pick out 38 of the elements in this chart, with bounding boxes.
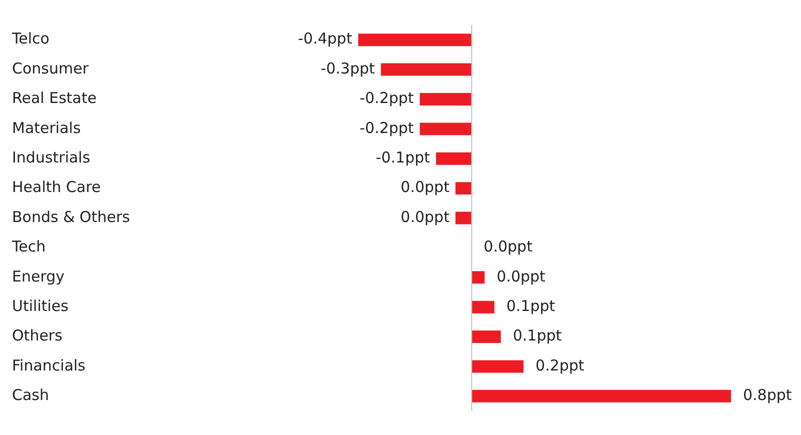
data-label: 0.8ppt — [743, 386, 792, 404]
y-tick-label: Materials — [12, 118, 81, 137]
data-label: -0.2ppt — [360, 89, 414, 108]
y-tick-label: Cash — [12, 386, 49, 404]
bar — [420, 122, 472, 136]
y-tick-label: Financials — [12, 356, 86, 374]
y-tick-label: Others — [12, 326, 63, 345]
bar — [455, 212, 472, 224]
bar — [472, 330, 501, 344]
data-label: 0.0ppt — [400, 208, 450, 226]
data-label: -0.3ppt — [320, 59, 376, 78]
data-label: -0.1ppt — [376, 148, 430, 167]
bar — [436, 152, 472, 165]
y-tick-label: Bonds & Others — [12, 208, 130, 226]
bar — [472, 300, 494, 314]
y-tick-label: Consumer — [12, 59, 90, 78]
y-tick-label: Real Estate — [12, 89, 97, 108]
y-tick-label: Industrials — [12, 148, 90, 167]
data-label: 0.0ppt — [496, 267, 546, 286]
data-label: 0.0ppt — [400, 178, 450, 196]
data-label: 0.1ppt — [512, 326, 562, 345]
bar — [380, 63, 472, 76]
data-label: 0.0ppt — [484, 238, 533, 256]
y-tick-label: Utilities — [12, 296, 69, 315]
y-tick-label: Energy — [12, 267, 65, 286]
y-tick-label: Health Care — [12, 178, 101, 196]
bar — [455, 182, 472, 195]
data-label: -0.4ppt — [298, 30, 352, 48]
bar — [420, 92, 472, 106]
y-tick-label: Telco — [11, 30, 50, 48]
bar — [472, 360, 524, 373]
bar — [472, 271, 485, 284]
data-label: 0.1ppt — [506, 296, 556, 315]
data-label: 0.2ppt — [536, 356, 584, 374]
bar — [472, 390, 731, 402]
y-tick-label: Tech — [11, 238, 46, 256]
bar — [358, 34, 472, 46]
data-label: -0.2ppt — [360, 118, 414, 137]
